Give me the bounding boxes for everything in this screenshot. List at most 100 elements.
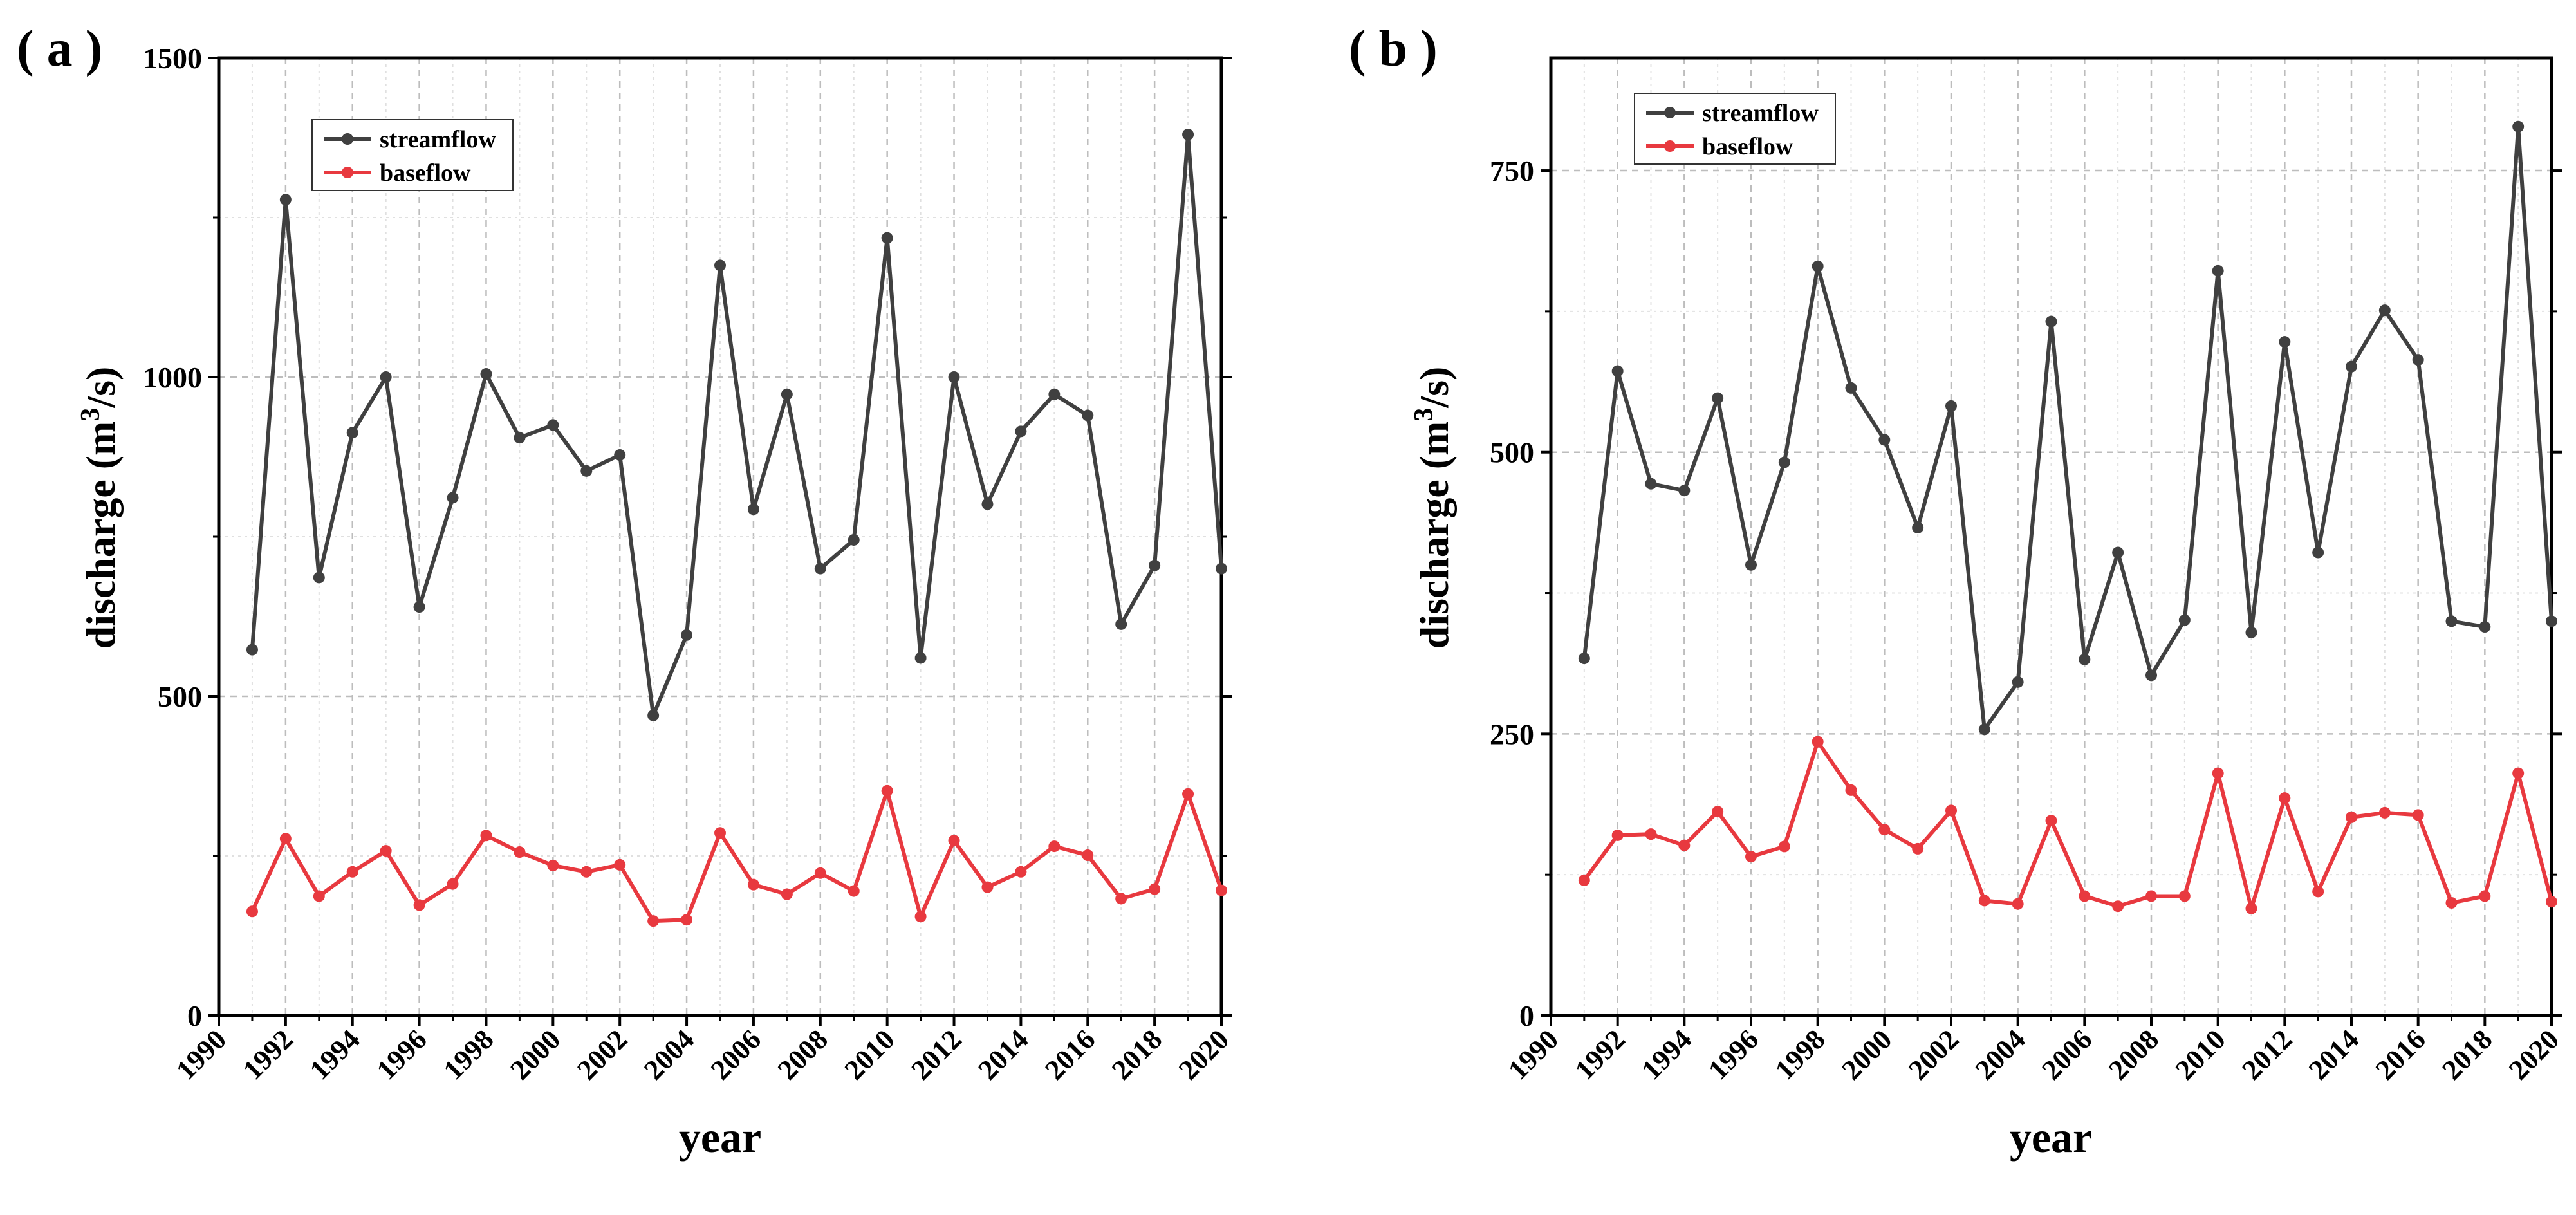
y-axis-label: discharge (m3/s) [1409,367,1457,649]
data-point-baseflow [1812,736,1824,748]
data-point-streamflow [413,601,425,613]
data-point-streamflow [1645,478,1657,490]
data-point-baseflow [547,859,559,871]
data-point-streamflow [246,644,258,656]
chart-panel-a: 0 500 1000 1500 1990 1992 1994 1996 1998 2000 2002… [17,21,1235,1162]
legend-marker-streamflow [342,133,353,145]
data-point-streamflow [2012,676,2024,688]
x-tick-label: 2002 [1902,1023,1965,1086]
data-point-streamflow [1945,400,1957,412]
data-point-baseflow [580,866,593,878]
x-tick-label: 1992 [237,1023,299,1086]
x-tick-label: 2004 [1969,1023,2032,1086]
data-point-streamflow [1678,485,1691,497]
data-point-baseflow [1048,840,1061,853]
data-point-baseflow [480,830,492,842]
data-point-streamflow [2245,626,2257,638]
data-point-streamflow [2045,315,2057,328]
data-point-streamflow [814,562,826,575]
legend: streamflow baseflow [1634,93,1836,165]
data-point-baseflow [2245,902,2257,914]
x-tick-label: 2014 [972,1023,1035,1086]
data-point-baseflow [313,890,325,902]
data-point-streamflow [2346,360,2357,373]
data-point-baseflow [2378,806,2391,819]
x-tick-label: 2008 [772,1023,834,1086]
series-lines [250,133,1223,923]
data-point-streamflow [2145,669,2157,682]
data-point-baseflow [1115,893,1127,905]
data-point-streamflow [1149,559,1161,571]
y-tick-label: 250 [1490,718,1534,750]
x-tick-label: 2000 [505,1023,567,1086]
panel-label: ( a ) [17,21,102,77]
legend-box [1634,93,1836,165]
data-point-baseflow [981,881,994,893]
x-tick-label: 2018 [2436,1023,2499,1086]
data-point-streamflow [2479,621,2491,633]
data-point-baseflow [2479,890,2491,902]
series-line-baseflow [1582,739,2553,911]
y-tick-label: 750 [1490,154,1534,187]
x-tick-label: 1998 [1769,1023,1831,1086]
data-point-baseflow [647,915,660,927]
data-point-baseflow [814,867,826,879]
data-point-baseflow [380,845,392,857]
data-point-baseflow [2145,890,2157,902]
legend-label-streamflow: streamflow [1702,100,1819,127]
data-point-baseflow [1945,804,1957,817]
legend-label-streamflow: streamflow [380,126,496,153]
x-tick-label: 1996 [1702,1023,1765,1086]
data-point-streamflow [881,232,893,244]
data-point-streamflow [580,465,593,477]
data-point-streamflow [1182,129,1194,141]
data-point-baseflow [2346,811,2357,823]
data-point-baseflow [948,835,960,847]
series-points [1578,120,2557,914]
data-point-streamflow [848,533,860,546]
data-point-baseflow [279,833,292,845]
y-axis-label: discharge (m3/s) [76,367,124,649]
x-tick-label: 2002 [571,1023,633,1086]
data-point-streamflow [1048,388,1061,400]
grid [219,58,1221,1016]
data-point-baseflow [2212,767,2224,779]
data-point-streamflow [2112,546,2124,559]
legend-marker-baseflow [342,167,353,178]
x-tick-label: 2000 [1836,1023,1898,1086]
legend-marker-baseflow [1664,140,1676,152]
data-point-baseflow [2112,900,2124,913]
data-point-streamflow [681,629,693,641]
data-point-baseflow [1645,828,1657,840]
y-axis-label-tail: /s) [78,367,124,409]
data-point-streamflow [547,419,559,431]
data-point-baseflow [246,905,258,918]
data-point-baseflow [614,858,626,871]
data-point-streamflow [2546,615,2557,627]
y-tick-label: 1500 [143,42,202,75]
data-point-streamflow [1712,392,1724,404]
data-point-streamflow [1216,562,1227,575]
x-tick-label: 2010 [839,1023,901,1086]
y-tick-label: 1000 [143,361,202,394]
data-point-baseflow [1745,851,1757,863]
data-point-streamflow [981,498,994,510]
data-point-baseflow [1778,840,1790,853]
x-tick-label: 2006 [2036,1023,2099,1086]
x-tick-label: 2006 [705,1023,767,1086]
data-point-streamflow [2445,615,2458,627]
data-point-streamflow [447,492,459,504]
data-point-baseflow [2012,898,2024,910]
data-point-streamflow [1578,653,1590,665]
x-tick-label: 2014 [2303,1023,2365,1086]
y-tick-label: 500 [158,680,202,713]
data-point-streamflow [480,368,492,380]
data-point-baseflow [1845,784,1857,796]
panel-label: ( b ) [1349,21,1438,77]
x-tick-label: 1994 [304,1023,366,1086]
data-point-baseflow [881,784,893,797]
data-point-streamflow [2079,653,2091,665]
y-axis-label-main: discharge (m [1411,422,1457,649]
y-tick-label: 500 [1490,436,1534,469]
